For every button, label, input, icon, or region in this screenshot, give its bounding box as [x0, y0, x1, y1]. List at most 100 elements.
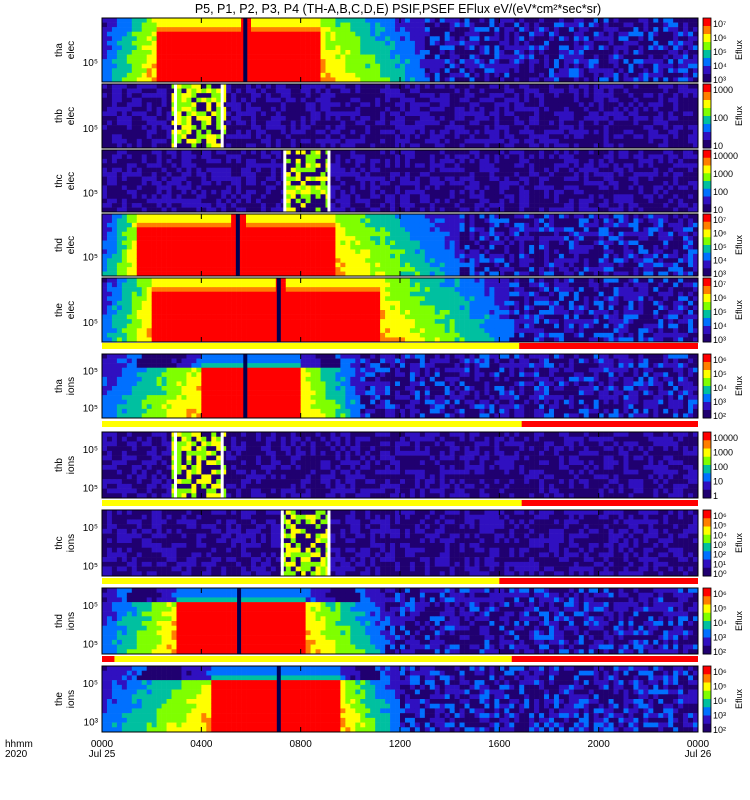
spectrogram-cell — [340, 27, 346, 33]
spectrogram-cell — [529, 167, 535, 173]
spectrogram-cell — [390, 31, 396, 37]
spectrogram-cell — [524, 116, 530, 121]
spectrogram-cell — [106, 54, 113, 60]
spectrogram-cell — [166, 77, 172, 83]
spectrogram-cell — [444, 198, 450, 204]
spectrogram-cell — [628, 154, 634, 160]
spectrogram-cell — [295, 154, 301, 160]
spectrogram-cell — [111, 134, 118, 140]
spectrogram-cell — [206, 88, 212, 94]
spectrogram-cell — [414, 129, 421, 135]
spectrogram-cell — [688, 138, 694, 144]
spectrogram-cell — [350, 189, 356, 195]
spectrogram-cell — [588, 77, 594, 83]
spectrogram-cell — [350, 97, 356, 103]
spectrogram-cell — [116, 97, 123, 103]
spectrogram-cell — [439, 163, 445, 169]
spectrogram-cell — [549, 158, 555, 164]
spectrogram-cell — [310, 163, 316, 169]
spectrogram-cell — [221, 77, 227, 83]
spectrogram-cell — [305, 106, 311, 112]
spectrogram-cell — [380, 129, 386, 135]
spectrogram-cell — [126, 68, 133, 74]
spectrogram-cell — [638, 120, 644, 126]
spectrogram-cell — [300, 207, 306, 213]
spectrogram-cell — [663, 116, 669, 121]
spectrogram-cell — [494, 36, 500, 42]
spectrogram-cell — [419, 189, 426, 195]
spectrogram-cell — [315, 120, 321, 126]
spectrogram-cell — [315, 158, 321, 164]
spectrogram-cell — [643, 36, 649, 42]
spectrogram-cell — [553, 22, 560, 28]
spectrogram-cell — [151, 138, 157, 144]
spectrogram-cell — [290, 176, 296, 182]
spectrogram-cell — [121, 18, 128, 23]
spectrogram-cell — [275, 84, 282, 89]
spectrogram-cell — [395, 97, 401, 103]
spectrogram-cell — [345, 54, 351, 60]
spectrogram-cell — [648, 163, 654, 169]
spectrogram-cell — [246, 36, 252, 42]
spectrogram-cell — [608, 59, 614, 65]
spectrogram-cell — [390, 129, 396, 135]
spectrogram-cell — [315, 198, 321, 204]
spectrogram-cell — [191, 158, 197, 164]
spectrogram-cell — [131, 97, 138, 103]
spectrogram-cell — [121, 22, 128, 28]
spectrogram-cell — [390, 68, 396, 74]
spectrogram-cell — [464, 27, 470, 33]
spectrogram-cell — [424, 59, 431, 65]
spectrogram-cell — [628, 143, 634, 149]
spectrogram-cell — [474, 158, 480, 164]
spectrogram-cell — [216, 125, 222, 131]
spectrogram-cell — [111, 102, 118, 108]
spectrogram-cell — [563, 72, 570, 78]
spectrogram-cell — [404, 27, 411, 33]
spectrogram-cell — [404, 45, 411, 51]
spectrogram-cell — [161, 97, 167, 103]
spectrogram-cell — [280, 116, 287, 121]
spectrogram-cell — [390, 18, 396, 23]
spectrogram-cell — [226, 181, 232, 186]
spectrogram-cell — [141, 111, 147, 117]
spectrogram-cell — [633, 116, 639, 121]
spectrogram-cell — [216, 111, 222, 117]
spectrogram-cell — [643, 125, 649, 131]
spectrogram-cell — [265, 207, 272, 213]
spectrogram-cell — [618, 129, 624, 135]
spectrogram-cell — [404, 138, 411, 144]
spectrogram-cell — [181, 198, 187, 204]
spectrogram-cell — [196, 84, 202, 89]
spectrogram-cell — [126, 194, 133, 200]
spectrogram-cell — [275, 181, 282, 186]
spectrogram-cell — [340, 194, 346, 200]
spectrogram-cell — [678, 97, 684, 103]
spectrogram-cell — [340, 154, 346, 160]
spectrogram-cell — [593, 84, 599, 89]
spectrogram-cell — [310, 194, 316, 200]
spectrogram-cell — [588, 194, 594, 200]
spectrogram-cell — [231, 59, 237, 65]
spectrogram-cell — [166, 207, 172, 213]
spectrogram-cell — [539, 88, 545, 94]
spectrogram-cell — [688, 27, 694, 33]
spectrogram-cell — [434, 22, 441, 28]
spectrogram-cell — [494, 185, 500, 191]
spectrogram-cell — [201, 172, 207, 177]
spectrogram-cell — [360, 63, 366, 69]
spectrogram-cell — [102, 143, 108, 149]
spectrogram-cell — [255, 154, 262, 160]
spectrogram-cell — [400, 45, 406, 51]
spectrogram-cell — [251, 106, 257, 112]
spectrogram-cell — [623, 31, 629, 37]
spectrogram-cell — [335, 185, 341, 191]
spectrogram-cell — [439, 68, 445, 74]
spectrogram-cell — [290, 138, 296, 144]
spectrogram-cell — [231, 120, 237, 126]
spectrogram-cell — [131, 198, 138, 204]
spectrogram-cell — [121, 77, 128, 83]
spectrogram-cell — [618, 106, 624, 112]
spectrogram-cell — [171, 22, 177, 28]
